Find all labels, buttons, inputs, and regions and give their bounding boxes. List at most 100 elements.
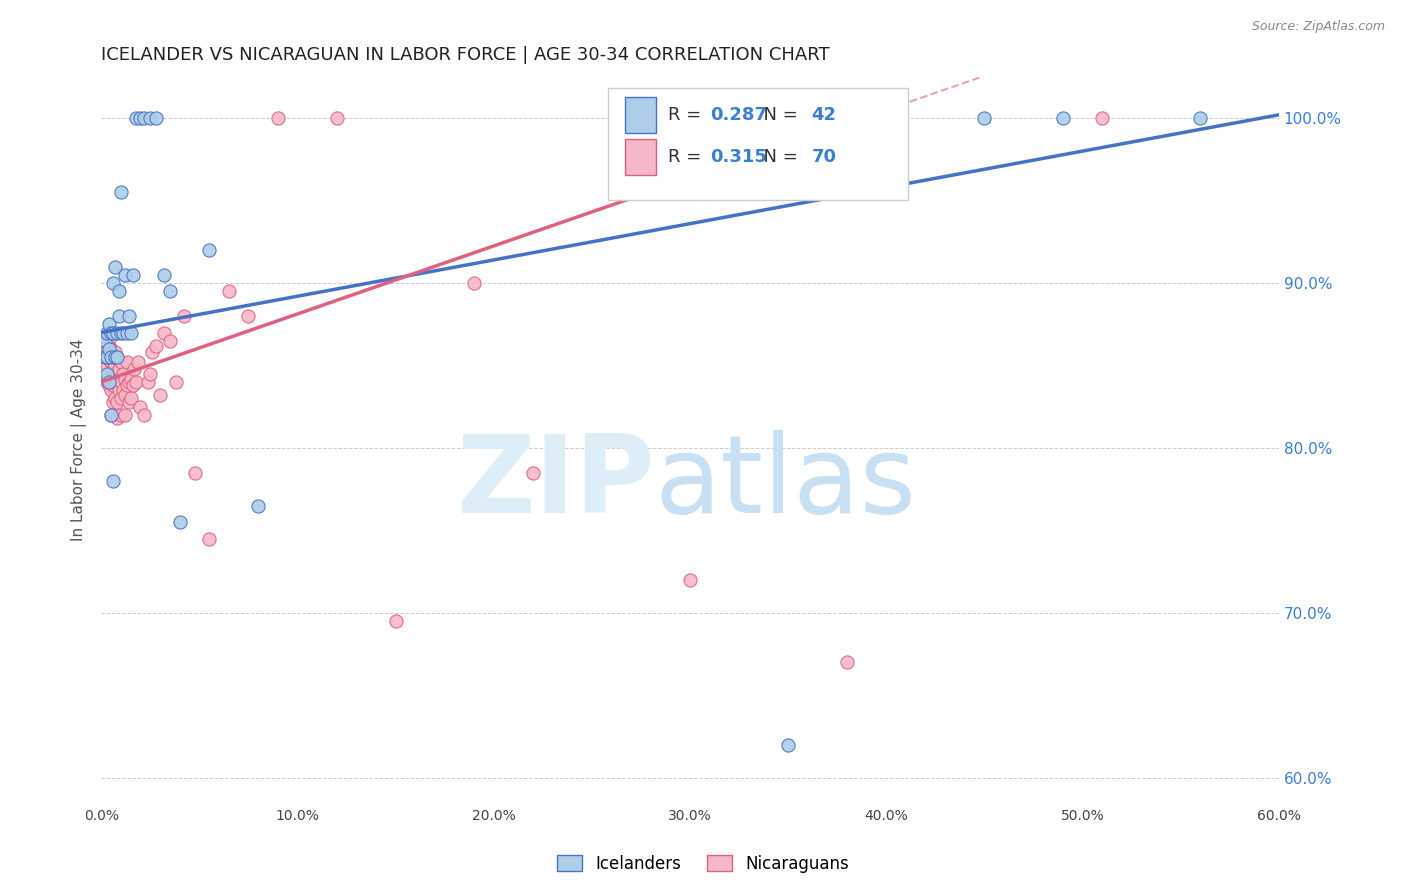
Point	[96, 359, 118, 373]
Point	[111, 383, 134, 397]
Point	[121, 268, 143, 282]
Point	[120, 372, 142, 386]
Point	[134, 408, 156, 422]
Point	[1091, 111, 1114, 125]
Bar	[626, 97, 655, 134]
Point	[100, 372, 122, 386]
Text: 0.287: 0.287	[710, 106, 768, 124]
Point	[107, 309, 129, 323]
Point	[153, 268, 176, 282]
Point	[117, 375, 139, 389]
Point	[117, 309, 139, 323]
Point	[153, 326, 176, 340]
Point	[679, 573, 702, 587]
Point	[124, 361, 146, 376]
Point	[98, 378, 121, 392]
Point	[107, 285, 129, 299]
Bar	[626, 138, 655, 175]
Point	[141, 345, 163, 359]
Point	[325, 111, 347, 125]
Point	[120, 392, 142, 406]
Point	[98, 342, 121, 356]
Point	[114, 372, 136, 386]
Point	[125, 111, 148, 125]
Point	[134, 111, 156, 125]
Point	[104, 375, 127, 389]
Text: ZIP: ZIP	[456, 430, 655, 536]
FancyBboxPatch shape	[607, 87, 908, 200]
Point	[110, 375, 132, 389]
Point	[100, 408, 122, 422]
Point	[100, 328, 122, 343]
Point	[110, 408, 132, 422]
Point	[101, 326, 124, 340]
Point	[96, 351, 118, 365]
Point	[129, 400, 152, 414]
Point	[105, 411, 128, 425]
Point	[104, 260, 127, 274]
Point	[184, 466, 207, 480]
Point	[96, 326, 118, 340]
Point	[111, 326, 134, 340]
Point	[115, 378, 138, 392]
Point	[247, 499, 270, 513]
Point	[198, 243, 221, 257]
Point	[121, 378, 143, 392]
Point	[101, 394, 124, 409]
Point	[114, 388, 136, 402]
Point	[114, 268, 136, 282]
Point	[169, 515, 191, 529]
Point	[115, 355, 138, 369]
Point	[159, 334, 181, 348]
Point	[94, 351, 117, 365]
Point	[115, 326, 138, 340]
Text: Source: ZipAtlas.com: Source: ZipAtlas.com	[1251, 20, 1385, 33]
Point	[120, 326, 142, 340]
Point	[463, 276, 485, 290]
Text: 42: 42	[811, 106, 837, 124]
Point	[94, 334, 117, 348]
Point	[105, 394, 128, 409]
Point	[136, 375, 159, 389]
Point	[145, 339, 167, 353]
Point	[107, 361, 129, 376]
Point	[104, 359, 127, 373]
Point	[114, 408, 136, 422]
Point	[835, 656, 858, 670]
Text: N =: N =	[752, 106, 804, 124]
Point	[94, 339, 117, 353]
Point	[125, 375, 148, 389]
Point	[110, 392, 132, 406]
Text: 0.315: 0.315	[710, 148, 766, 166]
Point	[98, 318, 121, 332]
Point	[100, 383, 122, 397]
Point	[96, 375, 118, 389]
Point	[111, 367, 134, 381]
Point	[165, 375, 187, 389]
Text: R =: R =	[668, 148, 707, 166]
Point	[96, 334, 118, 348]
Point	[129, 111, 152, 125]
Point	[96, 345, 118, 359]
Text: atlas: atlas	[655, 430, 917, 536]
Point	[198, 532, 221, 546]
Point	[104, 392, 127, 406]
Point	[107, 383, 129, 397]
Text: R =: R =	[668, 106, 707, 124]
Point	[101, 378, 124, 392]
Point	[104, 345, 127, 359]
Text: 70: 70	[811, 148, 837, 166]
Point	[173, 309, 195, 323]
Point	[105, 326, 128, 340]
Point	[139, 111, 162, 125]
Point	[110, 186, 132, 200]
Point	[100, 326, 122, 340]
Y-axis label: In Labor Force | Age 30-34: In Labor Force | Age 30-34	[72, 338, 87, 541]
Point	[159, 285, 181, 299]
Point	[100, 355, 122, 369]
Point	[98, 351, 121, 365]
Point	[98, 375, 121, 389]
Point	[149, 388, 172, 402]
Point	[127, 355, 149, 369]
Point	[145, 111, 167, 125]
